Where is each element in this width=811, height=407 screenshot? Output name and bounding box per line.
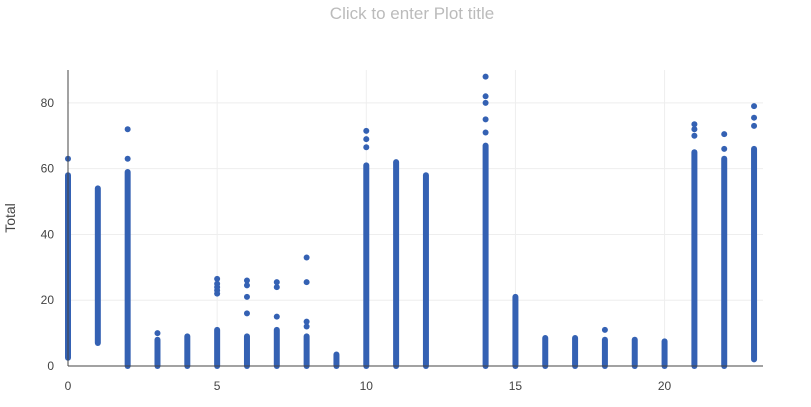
data-point xyxy=(303,323,310,330)
x-tick-label: 5 xyxy=(214,379,221,393)
data-point xyxy=(243,282,250,289)
data-point-column xyxy=(273,326,280,369)
data-point-column xyxy=(661,338,668,369)
data-point xyxy=(243,310,250,317)
plot-title-placeholder[interactable]: Click to enter Plot title xyxy=(330,4,494,23)
axes: 0 5 10 15 20 0 20 40 60 80 xyxy=(41,70,763,393)
data-point-column xyxy=(721,155,728,369)
data-point xyxy=(482,93,489,100)
data-point xyxy=(363,127,370,134)
x-tick-label: 15 xyxy=(509,379,523,393)
data-point-column xyxy=(214,326,221,369)
data-point-column xyxy=(751,145,758,363)
data-point xyxy=(303,254,310,261)
data-point xyxy=(363,144,370,151)
data-point-column xyxy=(303,333,310,369)
data-point-column xyxy=(631,336,638,369)
data-point-column xyxy=(601,336,608,369)
data-point xyxy=(691,126,698,133)
data-point xyxy=(363,136,370,143)
y-tick-label: 80 xyxy=(41,96,55,110)
data-point xyxy=(751,122,758,129)
data-point xyxy=(691,121,698,128)
data-point xyxy=(273,279,280,286)
x-tick-label: 20 xyxy=(658,379,672,393)
data-point xyxy=(124,126,131,133)
data-point xyxy=(273,284,280,291)
x-tick-label: 0 xyxy=(65,379,72,393)
data-point xyxy=(601,326,608,333)
data-point-column xyxy=(482,142,489,369)
data-point xyxy=(482,116,489,123)
grid xyxy=(67,70,763,366)
data-point-column xyxy=(512,293,519,369)
data-point xyxy=(482,73,489,80)
y-tick-label: 40 xyxy=(41,227,55,241)
data-point-column xyxy=(572,335,579,369)
data-point-column xyxy=(94,185,101,346)
y-tick-label: 20 xyxy=(41,293,55,307)
data-point-column xyxy=(393,159,400,369)
data-points xyxy=(65,73,758,369)
data-point xyxy=(482,99,489,106)
x-tick-label: 10 xyxy=(360,379,374,393)
data-point xyxy=(751,114,758,121)
data-point xyxy=(214,280,221,287)
data-point-column xyxy=(243,333,250,369)
data-point xyxy=(482,129,489,136)
data-point xyxy=(243,293,250,300)
data-point xyxy=(214,275,221,282)
data-point xyxy=(721,131,728,138)
data-point xyxy=(154,330,161,337)
data-point xyxy=(243,277,250,284)
data-point-column xyxy=(542,335,549,369)
data-point-column xyxy=(124,168,131,369)
data-point xyxy=(273,313,280,320)
data-point-column xyxy=(184,333,191,369)
data-point xyxy=(124,155,131,162)
y-tick-label: 0 xyxy=(47,359,54,373)
data-point-column xyxy=(422,172,429,369)
data-point xyxy=(303,318,310,325)
data-point xyxy=(721,145,728,152)
data-point xyxy=(751,103,758,110)
data-point-column xyxy=(333,351,340,369)
y-tick-label: 60 xyxy=(41,162,55,176)
y-axis-title[interactable]: Total xyxy=(2,203,18,233)
data-point-column xyxy=(154,336,161,369)
data-point-column xyxy=(691,149,698,369)
data-point xyxy=(691,132,698,139)
data-point-column xyxy=(363,162,370,369)
data-point xyxy=(303,279,310,286)
